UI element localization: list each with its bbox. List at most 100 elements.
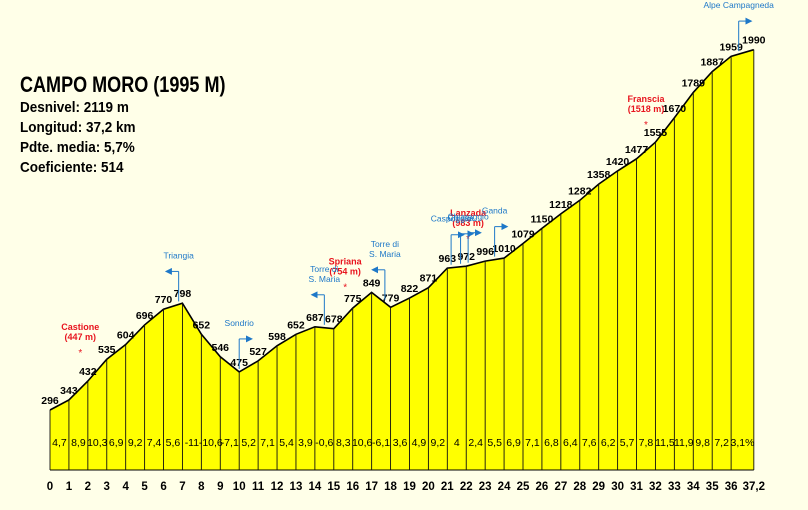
altitude-label: 798: [174, 288, 192, 300]
km-tick-label: 1: [66, 481, 73, 493]
place-label: (1518 m): [628, 104, 665, 114]
altitude-label: 1990: [742, 35, 766, 47]
altitude-label: 652: [193, 319, 211, 331]
segment-gradient-label: 5,7: [620, 437, 635, 449]
km-tick-label: 10: [233, 481, 246, 493]
altitude-label: 432: [79, 366, 97, 378]
route-length: Longitud: 37,2 km: [20, 119, 136, 136]
km-tick-label: 13: [290, 481, 303, 493]
profile-area: [50, 49, 754, 470]
altitude-label: 1887: [701, 57, 725, 69]
segment-gradient-label: 5,4: [279, 437, 294, 449]
place-label: Franscia: [627, 94, 665, 104]
km-tick-label: 36: [725, 481, 738, 493]
segment-gradient-label: 5,5: [487, 437, 502, 449]
km-tick-label: 26: [536, 481, 549, 493]
altitude-label: 696: [136, 310, 154, 322]
profile-line: [49, 48, 755, 411]
route-title: CAMPO MORO (1995 M): [20, 72, 226, 97]
km-tick-label: 15: [327, 481, 340, 493]
place-marker: *: [78, 348, 82, 359]
altitude-label: 779: [382, 292, 400, 304]
altitude-label: 604: [117, 329, 135, 341]
km-tick-label: 0: [47, 481, 53, 493]
altitude-label: 546: [212, 342, 230, 354]
altitude-label: 1789: [682, 77, 706, 89]
altitude-label: 1477: [625, 144, 649, 156]
altitude-label: 343: [60, 385, 78, 397]
segment-gradient-label: 6,8: [544, 437, 559, 449]
km-tick-label: 21: [441, 481, 454, 493]
segment-gradient-label: 6,9: [506, 437, 521, 449]
segment-gradient-label: 2,4: [468, 437, 483, 449]
km-tick-label: 31: [630, 481, 643, 493]
segment-gradient-label: 6,9: [109, 437, 124, 449]
altitude-label: 1420: [606, 156, 630, 168]
place-label: Spriana: [329, 257, 363, 267]
altitude-label: 972: [457, 251, 475, 263]
segment-gradient-label: 3,9: [298, 437, 313, 449]
segment-gradient-label: 11,5: [655, 437, 675, 449]
segment-gradient-label: 7,2: [714, 437, 729, 449]
place-marker: *: [644, 120, 648, 131]
segment-gradient-label: 6,2: [601, 437, 616, 449]
km-tick-label: 9: [217, 481, 223, 493]
km-tick-label: 35: [706, 481, 719, 493]
segment-gradient-label: 9,2: [431, 437, 446, 449]
elevation-gain: Desnivel: 2119 m: [20, 99, 129, 116]
segment-gradient-label: 3,1%: [731, 437, 755, 449]
direction-sign-label: Alpe Campagneda: [703, 0, 774, 10]
altitude-label: 1959: [719, 41, 743, 53]
km-tick-label: 34: [687, 481, 700, 493]
km-tick-label: 4: [122, 481, 129, 493]
direction-sign-label: S. Maria: [369, 249, 401, 259]
km-tick-label: 33: [668, 481, 681, 493]
km-tick-label: 30: [611, 481, 624, 493]
km-tick-label: 16: [346, 481, 359, 493]
direction-sign-label: Torre di: [371, 239, 399, 249]
segment-gradient-label: 11,9: [674, 437, 694, 449]
km-tick-label: 25: [517, 481, 530, 493]
altitude-label: 775: [344, 293, 362, 305]
km-tick-label: 28: [573, 481, 586, 493]
direction-sign-label: Caspoggio: [431, 214, 472, 224]
segment-gradient-label: 9,2: [128, 437, 143, 449]
altitude-label: 849: [363, 277, 381, 289]
segment-gradient-label: 10,3: [87, 437, 108, 449]
place-label: (983 m): [452, 218, 484, 228]
km-tick-label: 6: [160, 481, 166, 493]
segment-gradient-label: 10,6: [352, 437, 373, 449]
segment-gradient-label: 4: [454, 437, 460, 449]
km-tick-label: 19: [403, 481, 416, 493]
segment-gradient-label: -11: [185, 437, 200, 449]
direction-sign-label: Chiesa: [447, 213, 474, 223]
altitude-label: 1010: [492, 243, 516, 255]
km-tick-label: 7: [179, 481, 185, 493]
km-tick-label: 22: [460, 481, 473, 493]
place-label: (447 m): [65, 332, 97, 342]
km-tick-label: 5: [141, 481, 148, 493]
altitude-label: 678: [325, 314, 343, 326]
direction-sign-label: Chiareggio: [448, 212, 489, 222]
km-tick-label: 27: [554, 481, 567, 493]
segment-gradient-label: 7,6: [582, 437, 597, 449]
segment-gradient-label: 5,2: [241, 437, 256, 449]
altitude-label: 296: [41, 395, 59, 407]
segment-gradient-label: 8,9: [71, 437, 86, 449]
km-tick-label: 2: [85, 481, 91, 493]
segment-gradient-label: 4,9: [412, 437, 427, 449]
altitude-label: 1282: [568, 185, 592, 197]
direction-sign-label: Triangia: [163, 250, 194, 260]
altitude-label: 1150: [531, 213, 554, 225]
place-label: Lanzada: [450, 208, 487, 218]
direction-sign-label: Sondrio: [225, 318, 255, 328]
altitude-label: 871: [420, 273, 438, 285]
altitude-label: 1358: [587, 169, 611, 181]
segment-gradient-label: -7,1: [221, 437, 239, 449]
segment-gradient-label: 3,6: [393, 437, 408, 449]
altitude-label: 963: [439, 253, 457, 265]
km-tick-label: 23: [479, 481, 492, 493]
km-tick-label: 17: [365, 481, 378, 493]
altitude-label: 535: [98, 344, 116, 356]
